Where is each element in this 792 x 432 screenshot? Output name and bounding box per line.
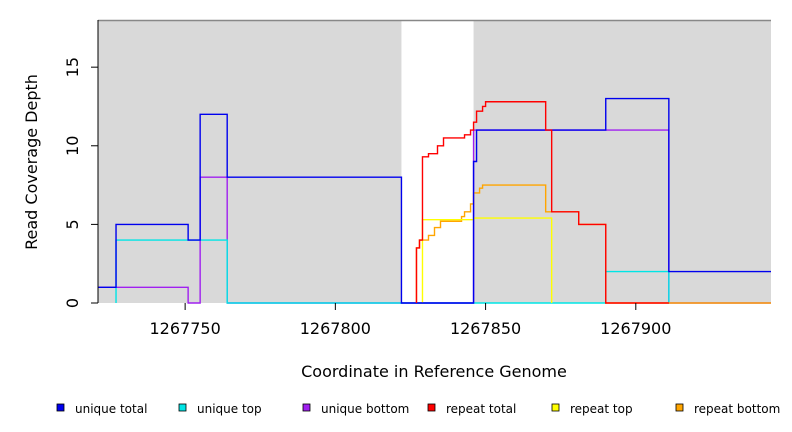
legend-item: repeat top: [551, 402, 633, 416]
legend-swatch: [427, 403, 436, 412]
unshaded-gap: [401, 20, 474, 303]
legend-label: repeat bottom: [694, 402, 780, 416]
legend-swatch: [675, 403, 684, 412]
legend-swatch: [302, 403, 311, 412]
x-axis-title: Coordinate in Reference Genome: [301, 362, 567, 381]
legend-swatch: [178, 403, 187, 412]
legend-swatch: [551, 403, 560, 412]
legend-label: unique bottom: [321, 402, 409, 416]
plot-background: [98, 19, 771, 303]
series-line-unique-total: [98, 97, 771, 304]
legend-item: repeat total: [427, 402, 516, 416]
legend-label: unique top: [197, 402, 262, 416]
y-tick-label: 5: [63, 219, 82, 229]
legend-item: unique top: [178, 402, 262, 416]
y-tick-label: 10: [63, 136, 82, 156]
legend: unique total unique top unique bottom repea…: [56, 402, 780, 416]
y-axis-title: Read Coverage Depth: [22, 74, 41, 250]
series-layer: [98, 97, 771, 304]
x-tick-label: 1267900: [600, 319, 671, 338]
x-tick-label: 1267850: [450, 319, 521, 338]
legend-swatch: [56, 403, 65, 412]
y-tick-label: 15: [63, 57, 82, 77]
axes-layer: 0 5 10 15 1267750 1267800 1267850 1267900: [63, 20, 671, 338]
series-line-repeat-total: [415, 101, 669, 304]
y-tick-label: 0: [63, 298, 82, 308]
x-tick-label: 1267800: [300, 319, 371, 338]
legend-label: repeat total: [446, 402, 516, 416]
x-tick-label: 1267750: [149, 319, 220, 338]
legend-label: repeat top: [570, 402, 633, 416]
legend-item: unique total: [56, 402, 147, 416]
legend-item: repeat bottom: [675, 402, 780, 416]
legend-item: unique bottom: [302, 402, 409, 416]
legend-label: unique total: [75, 402, 147, 416]
